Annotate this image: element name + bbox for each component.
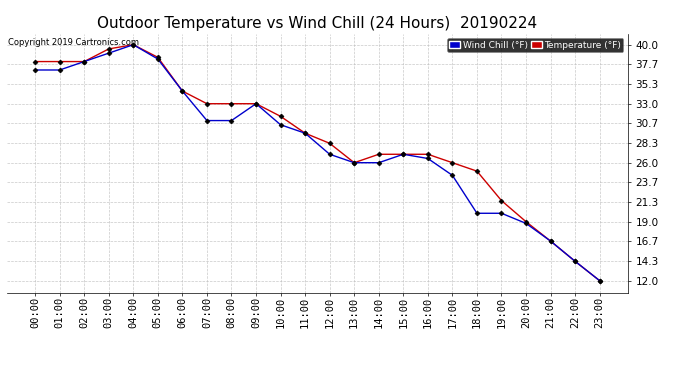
Text: Copyright 2019 Cartronics.com: Copyright 2019 Cartronics.com	[8, 38, 139, 46]
Legend: Wind Chill (°F), Temperature (°F): Wind Chill (°F), Temperature (°F)	[447, 38, 623, 52]
Title: Outdoor Temperature vs Wind Chill (24 Hours)  20190224: Outdoor Temperature vs Wind Chill (24 Ho…	[97, 16, 538, 31]
